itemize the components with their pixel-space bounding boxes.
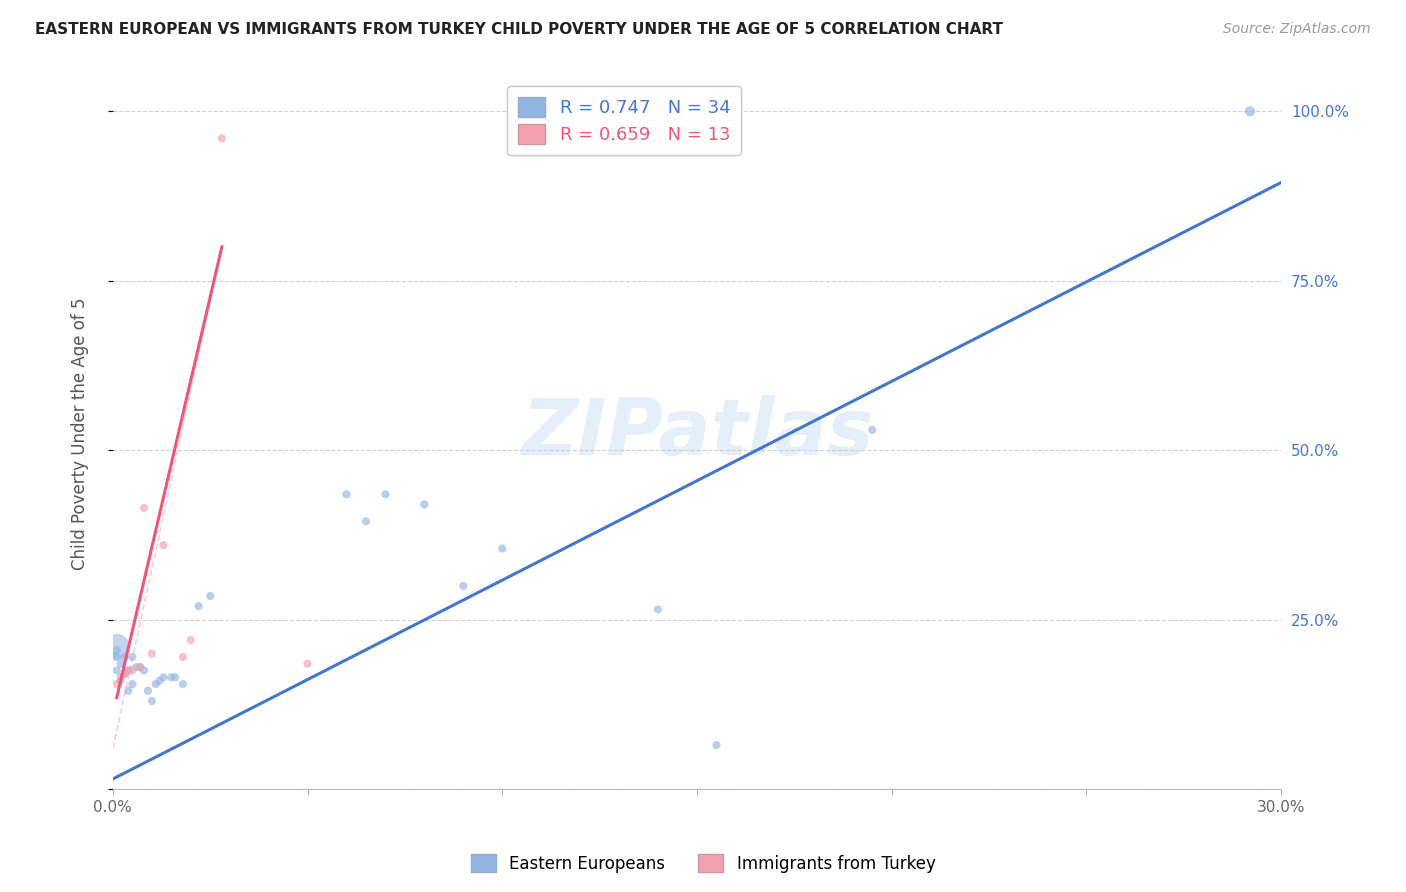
Point: [145, 677, 167, 691]
Point: [706, 738, 728, 752]
Point: [374, 487, 396, 501]
Point: [211, 131, 233, 145]
Point: [860, 423, 883, 437]
Point: [114, 667, 136, 681]
Legend: Eastern Europeans, Immigrants from Turkey: Eastern Europeans, Immigrants from Turke…: [464, 847, 942, 880]
Point: [117, 664, 139, 678]
Text: EASTERN EUROPEAN VS IMMIGRANTS FROM TURKEY CHILD POVERTY UNDER THE AGE OF 5 CORR: EASTERN EUROPEAN VS IMMIGRANTS FROM TURK…: [35, 22, 1002, 37]
Point: [453, 579, 475, 593]
Point: [121, 677, 143, 691]
Point: [114, 650, 136, 665]
Point: [105, 643, 128, 657]
Point: [141, 694, 163, 708]
Point: [136, 684, 159, 698]
Point: [132, 500, 155, 515]
Point: [110, 673, 132, 688]
Point: [160, 670, 183, 684]
Point: [114, 667, 136, 681]
Point: [125, 660, 148, 674]
Point: [129, 660, 152, 674]
Point: [165, 670, 187, 684]
Point: [105, 664, 128, 678]
Point: [110, 657, 132, 671]
Point: [413, 498, 436, 512]
Point: [121, 650, 143, 665]
Text: ZIPatlas: ZIPatlas: [520, 395, 873, 471]
Point: [129, 660, 152, 674]
Point: [297, 657, 319, 671]
Point: [117, 664, 139, 678]
Point: [121, 664, 143, 678]
Point: [172, 650, 194, 665]
Point: [180, 633, 202, 648]
Point: [172, 677, 194, 691]
Point: [335, 487, 357, 501]
Point: [141, 647, 163, 661]
Point: [354, 515, 377, 529]
Point: [200, 589, 222, 603]
Point: [647, 602, 669, 616]
Point: [105, 650, 128, 665]
Point: [152, 670, 174, 684]
Point: [148, 673, 170, 688]
Point: [132, 664, 155, 678]
Point: [105, 677, 128, 691]
Legend: R = 0.747   N = 34, R = 0.659   N = 13: R = 0.747 N = 34, R = 0.659 N = 13: [508, 87, 741, 155]
Point: [110, 670, 132, 684]
Point: [152, 538, 174, 552]
Text: Source: ZipAtlas.com: Source: ZipAtlas.com: [1223, 22, 1371, 37]
Y-axis label: Child Poverty Under the Age of 5: Child Poverty Under the Age of 5: [72, 297, 89, 569]
Point: [187, 599, 209, 614]
Point: [1239, 104, 1261, 119]
Point: [491, 541, 513, 556]
Point: [105, 640, 128, 654]
Point: [117, 684, 139, 698]
